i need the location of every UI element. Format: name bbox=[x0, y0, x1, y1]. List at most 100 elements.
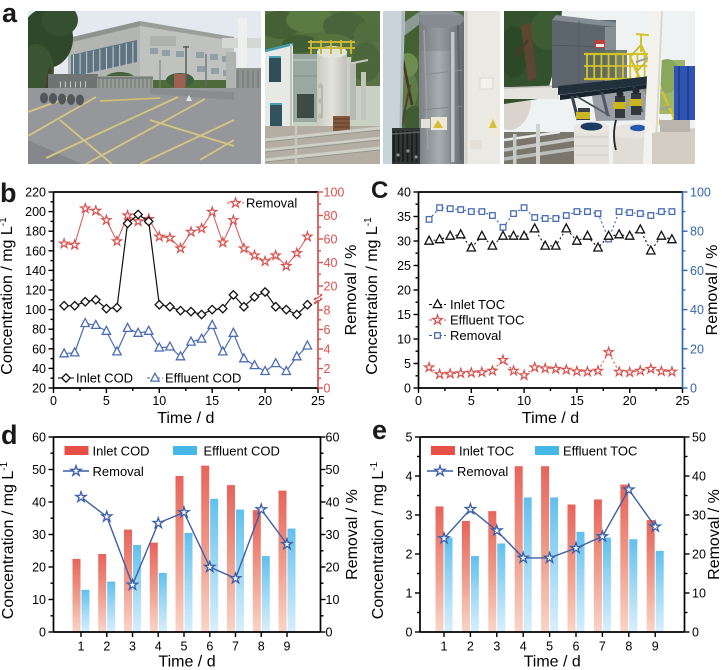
svg-text:6: 6 bbox=[206, 640, 213, 654]
svg-text:5: 5 bbox=[181, 640, 188, 654]
svg-text:Time / d: Time / d bbox=[158, 654, 215, 670]
svg-text:60: 60 bbox=[690, 264, 704, 278]
svg-text:50: 50 bbox=[692, 431, 706, 445]
svg-text:40: 40 bbox=[32, 362, 46, 376]
svg-text:40: 40 bbox=[324, 256, 338, 270]
svg-text:Removal: Removal bbox=[457, 464, 508, 479]
svg-text:Inlet TOC: Inlet TOC bbox=[459, 444, 514, 459]
svg-text:Removal / %: Removal / % bbox=[706, 489, 723, 580]
svg-text:e: e bbox=[372, 415, 387, 445]
svg-text:0: 0 bbox=[39, 626, 46, 640]
svg-text:Removal: Removal bbox=[93, 464, 144, 479]
svg-text:25: 25 bbox=[397, 259, 411, 273]
svg-text:C: C bbox=[371, 177, 388, 204]
svg-text:0: 0 bbox=[324, 382, 331, 396]
svg-text:0: 0 bbox=[415, 394, 422, 408]
svg-text:2: 2 bbox=[467, 640, 474, 654]
svg-text:Time / d: Time / d bbox=[524, 654, 581, 670]
svg-text:50: 50 bbox=[32, 463, 46, 477]
svg-text:60: 60 bbox=[326, 431, 340, 445]
svg-text:40: 40 bbox=[32, 496, 46, 510]
svg-text:40: 40 bbox=[692, 470, 706, 484]
svg-text:Removal / %: Removal / % bbox=[344, 489, 361, 580]
svg-text:7: 7 bbox=[232, 640, 239, 654]
svg-text:Time / d: Time / d bbox=[157, 410, 214, 427]
svg-text:20: 20 bbox=[690, 342, 704, 356]
svg-text:b: b bbox=[0, 178, 17, 208]
svg-text:5: 5 bbox=[404, 357, 411, 371]
svg-text:8: 8 bbox=[625, 640, 632, 654]
svg-text:10: 10 bbox=[692, 587, 706, 601]
svg-text:10: 10 bbox=[32, 593, 46, 607]
svg-text:40: 40 bbox=[326, 496, 340, 510]
svg-text:15: 15 bbox=[205, 394, 219, 408]
svg-text:140: 140 bbox=[25, 264, 46, 278]
svg-text:220: 220 bbox=[25, 186, 46, 200]
svg-text:80: 80 bbox=[324, 209, 338, 223]
svg-text:30: 30 bbox=[326, 528, 340, 542]
svg-text:4: 4 bbox=[520, 640, 527, 654]
svg-text:8: 8 bbox=[324, 304, 331, 318]
svg-text:1: 1 bbox=[78, 640, 85, 654]
svg-text:180: 180 bbox=[25, 225, 46, 239]
svg-text:7: 7 bbox=[599, 640, 606, 654]
svg-text:20: 20 bbox=[258, 394, 272, 408]
svg-text:20: 20 bbox=[32, 561, 46, 575]
svg-text:35: 35 bbox=[397, 210, 411, 224]
svg-text:4: 4 bbox=[155, 640, 162, 654]
svg-text:200: 200 bbox=[25, 205, 46, 219]
svg-text:a: a bbox=[2, 0, 18, 28]
svg-text:6: 6 bbox=[573, 640, 580, 654]
svg-text:Removal / %: Removal / % bbox=[704, 245, 721, 336]
svg-text:Concentration / mg L-1: Concentration / mg L-1 bbox=[0, 461, 17, 619]
svg-text:1: 1 bbox=[441, 640, 448, 654]
svg-text:20: 20 bbox=[623, 394, 637, 408]
svg-text:30: 30 bbox=[397, 235, 411, 249]
svg-text:Time / d: Time / d bbox=[522, 410, 579, 427]
svg-text:30: 30 bbox=[32, 528, 46, 542]
svg-text:20: 20 bbox=[324, 280, 338, 294]
svg-text:Concentration / mg L-1: Concentration / mg L-1 bbox=[0, 217, 16, 375]
svg-text:Removal: Removal bbox=[246, 196, 297, 211]
svg-text:8: 8 bbox=[258, 640, 265, 654]
svg-text:5: 5 bbox=[406, 431, 413, 445]
svg-text:25: 25 bbox=[676, 394, 690, 408]
svg-text:Inlet COD: Inlet COD bbox=[93, 444, 150, 459]
svg-text:Concentration / mg L-1: Concentration / mg L-1 bbox=[369, 461, 387, 619]
svg-text:15: 15 bbox=[397, 308, 411, 322]
svg-text:0: 0 bbox=[50, 394, 57, 408]
svg-text:0: 0 bbox=[326, 626, 333, 640]
svg-text:20: 20 bbox=[692, 548, 706, 562]
svg-text:2: 2 bbox=[324, 362, 331, 376]
svg-text:0: 0 bbox=[404, 382, 411, 396]
svg-text:2: 2 bbox=[406, 548, 413, 562]
svg-text:100: 100 bbox=[690, 186, 711, 200]
svg-text:5: 5 bbox=[546, 640, 553, 654]
svg-text:❙❙❙❙❙❙: ❙❙❙❙❙❙ bbox=[58, 81, 88, 88]
svg-text:10: 10 bbox=[326, 593, 340, 607]
svg-text:10: 10 bbox=[152, 394, 166, 408]
svg-text:100: 100 bbox=[25, 303, 46, 317]
svg-text:160: 160 bbox=[25, 244, 46, 258]
svg-text:9: 9 bbox=[284, 640, 291, 654]
svg-text:3: 3 bbox=[406, 509, 413, 523]
svg-text:40: 40 bbox=[690, 303, 704, 317]
svg-text:10: 10 bbox=[397, 333, 411, 347]
svg-text:3: 3 bbox=[493, 640, 500, 654]
svg-text:3: 3 bbox=[129, 640, 136, 654]
svg-text:4: 4 bbox=[324, 343, 331, 357]
svg-text:60: 60 bbox=[324, 233, 338, 247]
svg-text:0: 0 bbox=[692, 626, 699, 640]
svg-text:20: 20 bbox=[326, 561, 340, 575]
svg-text:15: 15 bbox=[570, 394, 584, 408]
svg-text:4: 4 bbox=[406, 470, 413, 484]
svg-text:Effluent TOC: Effluent TOC bbox=[563, 444, 637, 459]
svg-text:Removal: Removal bbox=[450, 328, 501, 343]
svg-text:5: 5 bbox=[468, 394, 475, 408]
svg-text:80: 80 bbox=[32, 323, 46, 337]
svg-text:9: 9 bbox=[652, 640, 659, 654]
svg-text:Concentration / mg L-1: Concentration / mg L-1 bbox=[363, 217, 381, 375]
svg-text:10: 10 bbox=[517, 394, 531, 408]
svg-text:6: 6 bbox=[324, 323, 331, 337]
svg-text:30: 30 bbox=[692, 509, 706, 523]
